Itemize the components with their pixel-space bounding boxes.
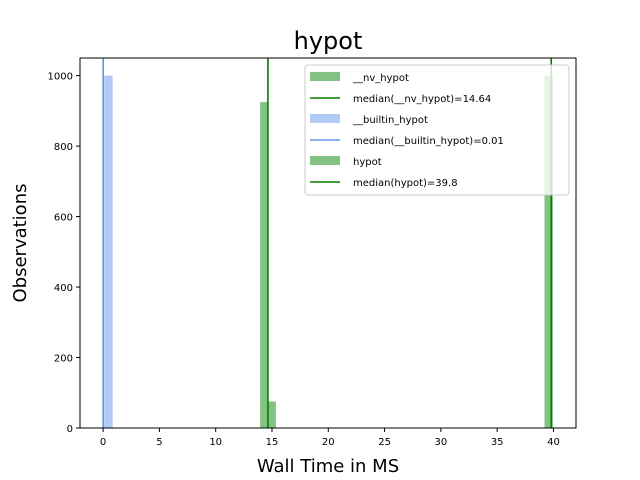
y-tick-label: 400 <box>54 283 73 294</box>
legend-entry-label: median(__nv_hypot)=14.64 <box>353 94 491 105</box>
x-tick-label: 35 <box>491 437 504 448</box>
legend-entry-label: __builtin_hypot <box>352 115 428 126</box>
legend-swatch-4 <box>310 156 340 165</box>
y-tick-label: 1000 <box>48 72 73 83</box>
bars-layer <box>104 75 553 429</box>
y-tick-label: 200 <box>54 354 73 365</box>
x-tick-label: 20 <box>322 437 335 448</box>
histogram-bar-1-0 <box>104 75 113 428</box>
legend-box <box>304 64 570 196</box>
x-tick-label: 10 <box>209 437 222 448</box>
legend-entry-label: __nv_hypot <box>352 73 409 84</box>
legend: __nv_hypot median(__nv_hypot)=14.64 __buil… <box>304 64 570 196</box>
histogram-bar-2-0 <box>544 75 553 428</box>
legend-entry-label: median(__builtin_hypot)=0.01 <box>353 136 504 147</box>
x-tick-label: 25 <box>378 437 391 448</box>
legend-entry-label: hypot <box>353 157 382 168</box>
x-tick-label: 15 <box>266 437 279 448</box>
x-tick-label: 40 <box>547 437 560 448</box>
x-tick-label: 5 <box>156 437 162 448</box>
x-tick-label: 0 <box>100 437 106 448</box>
y-tick-label: 0 <box>67 424 73 435</box>
y-tick-label: 600 <box>54 213 73 224</box>
legend-swatch-2 <box>310 114 340 123</box>
x-axis-label: Wall Time in MS <box>257 456 399 477</box>
histogram-bar-0-0 <box>260 102 269 429</box>
x-axis: 0 5 10 15 20 25 30 35 40 <box>100 428 560 448</box>
histogram-bar-0-1 <box>268 401 276 428</box>
legend-entry-label: median(hypot)=39.8 <box>353 178 458 189</box>
x-tick-label: 30 <box>435 437 448 448</box>
y-axis: 0 200 400 600 800 1000 <box>48 72 80 435</box>
y-tick-label: 800 <box>54 142 73 153</box>
y-axis-label: Observations <box>10 184 31 303</box>
legend-swatch-0 <box>310 72 340 81</box>
chart-title: hypot <box>294 27 363 55</box>
